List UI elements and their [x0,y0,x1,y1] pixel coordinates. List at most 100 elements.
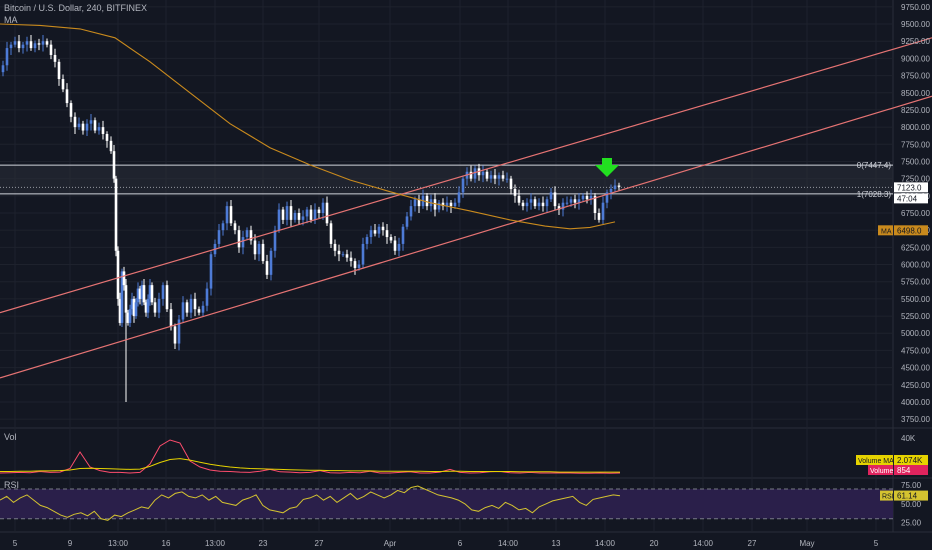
candle-body [457,192,461,203]
candle-body [569,199,573,203]
y-tick-label: 7250.00 [901,175,930,184]
candle-body [369,230,373,238]
candle-body [521,202,525,207]
candle-body [561,202,565,210]
candle-body [225,206,229,224]
ma-indicator-label[interactable]: MA [4,15,18,25]
candle-body [417,199,421,207]
y-tick-label: 3750.00 [901,415,930,424]
candle-body [513,188,517,196]
volume-pane: Vol 40K Volume MA 2.074K Volume 854 [0,432,928,475]
current-price-badge [894,182,928,193]
candle-body [140,285,144,299]
candle-body [445,202,449,207]
candle-body [549,192,553,200]
candle-body [269,250,273,275]
candle-body [209,254,213,289]
candle-body [309,209,313,220]
candle-body [525,202,529,207]
x-tick-label: 27 [748,539,757,548]
y-tick-label: 7750.00 [901,140,930,149]
candle-body [120,271,124,323]
channel-upper-line [0,37,932,314]
volume-ma-value-badge [894,455,928,465]
x-tick-label: 13:00 [108,539,129,548]
candle-body [45,41,49,45]
candle-body [541,202,545,207]
candle-body [589,195,593,200]
volume-value-badge [894,465,928,475]
candle-body [41,41,45,45]
candle-body [112,151,116,179]
candle-body [109,140,113,152]
candle-body [53,54,57,62]
x-tick-label: Apr [384,539,397,548]
y-tick-label: 5000.00 [901,329,930,338]
candle-body [385,230,389,238]
candle-body [193,298,197,310]
candle-body [493,175,497,179]
y-tick-label: 6750.00 [901,209,930,218]
candle-body [1,65,5,73]
level-label: 0(7447.4) [857,161,892,170]
volume-y-tick-label: 40K [901,434,916,443]
candle-body [281,209,285,220]
candle-body [233,223,237,231]
candle-body [237,230,241,248]
rsi-y-tick-label: 50.00 [901,500,922,509]
x-tick-label: 14:00 [498,539,519,548]
candle-body [197,309,201,313]
candle-body [345,254,349,258]
candle-body [116,250,120,299]
x-tick-label: 5 [874,539,879,548]
candle-body [489,175,493,179]
candle-body [533,199,537,207]
candle-body [293,213,297,220]
price-levels: 0(7447.4) 1(7028.3) [0,161,893,199]
rsi-band [0,488,893,519]
y-tick-label: 5250.00 [901,312,930,321]
candle-body [93,120,97,131]
candle-body [177,319,181,344]
overlay-lines [0,23,932,379]
y-tick-label: 6250.00 [901,243,930,252]
candle-body [229,206,233,224]
candle-body [593,195,597,213]
candle-body [5,48,9,66]
candle-body [49,44,53,55]
volume-label: Volume [870,468,893,475]
candle-body [77,123,81,128]
x-tick-label: 5 [13,539,18,548]
ma-value: 6498.0 [897,226,922,235]
candle-body [337,250,341,255]
candle-body [144,302,148,313]
candle-body [381,226,385,231]
candle-body [585,195,589,200]
candlestick-series [1,35,621,402]
candle-body [69,103,73,117]
candle-body [573,199,577,203]
candle-body [545,199,549,207]
candle-body [81,123,85,131]
candle-body [373,230,377,234]
rsi-legend-badge [880,490,893,501]
candle-body [245,230,249,238]
candle-body [273,230,277,251]
candle-body [105,133,109,141]
volume-ma-badge [856,455,893,465]
x-tick-label: 27 [315,539,324,548]
candle-body [305,209,309,217]
candle-body [150,285,154,303]
candle-body [189,298,193,313]
candle-body [617,185,621,187]
candle-body [153,302,157,313]
candle-body [126,312,130,323]
y-tick-label: 4500.00 [901,364,930,373]
candle-body [325,202,329,224]
x-tick-label: 23 [259,539,268,548]
candle-body [401,226,405,244]
candle-body [377,226,381,234]
y-tick-label: 8750.00 [901,72,930,81]
